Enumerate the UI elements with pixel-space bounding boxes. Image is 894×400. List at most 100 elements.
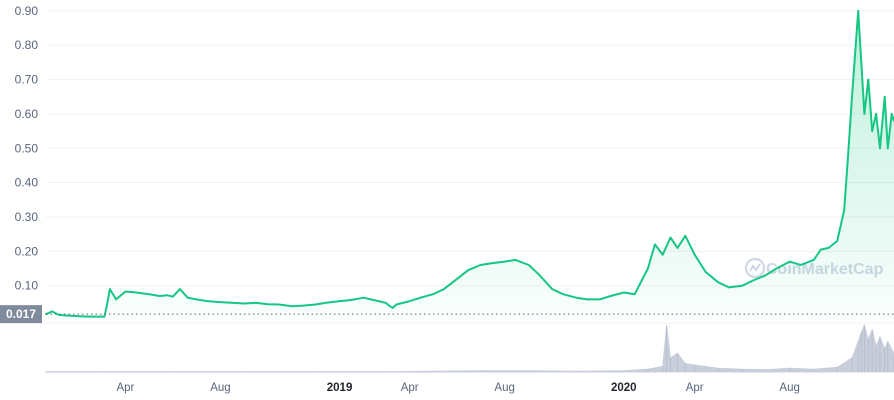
price-point [647, 267, 649, 270]
price-point [314, 303, 317, 306]
price-point [693, 253, 696, 256]
x-tick-label: Aug [779, 382, 799, 394]
y-axis-ticks: 0.10 0.20 0.30 0.40 0.50 0.60 0.70 0.80 0.90 [15, 4, 39, 293]
price-point [609, 295, 612, 297]
price-point [186, 296, 189, 299]
price-point [871, 130, 874, 132]
price-point [147, 293, 150, 296]
y-tick-label: 0.90 [15, 4, 39, 18]
current-price-badge: 0.017 [0, 305, 42, 324]
price-point [369, 298, 372, 301]
price-point [875, 113, 877, 115]
price-point [812, 258, 815, 261]
price-point [886, 147, 889, 150]
price-point [338, 300, 341, 303]
current-price-label: 0.017 [6, 307, 36, 321]
price-point [551, 288, 554, 290]
price-point [78, 315, 81, 318]
price-point [851, 95, 853, 98]
price-point [717, 281, 719, 284]
x-tick-label: 2020 [611, 382, 637, 394]
price-point [277, 303, 280, 306]
y-tick-label: 0.70 [15, 73, 39, 87]
price-area [45, 9, 894, 321]
y-tick-label: 0.30 [15, 210, 39, 224]
price-point [752, 279, 754, 282]
y-tick-label: 0.10 [15, 279, 39, 293]
x-tick-label: 2019 [327, 382, 353, 394]
y-tick-label: 0.60 [15, 107, 39, 121]
price-point [575, 296, 578, 299]
price-point [883, 95, 886, 98]
price-point [362, 296, 365, 299]
volume-area [45, 323, 894, 373]
price-point [219, 301, 222, 304]
price-point [764, 274, 767, 277]
price-point [514, 258, 517, 261]
price-point [775, 267, 778, 270]
watermark-logo-icon [744, 257, 766, 279]
price-point [230, 301, 233, 304]
x-tick-label: Apr [401, 382, 419, 394]
price-point [467, 269, 469, 272]
price-point [115, 298, 117, 301]
price-point [847, 154, 849, 157]
price-point [843, 209, 846, 211]
x-tick-label: Apr [686, 382, 704, 394]
price-point [741, 284, 744, 287]
price-point [108, 288, 111, 290]
price-point [57, 313, 60, 316]
price-point [377, 300, 380, 303]
price-point [443, 288, 445, 290]
price-point [105, 305, 108, 308]
price-point [622, 291, 625, 294]
price-point [867, 78, 870, 81]
price-point [206, 300, 209, 303]
price-point [654, 243, 656, 246]
price-point [65, 314, 68, 317]
y-tick-label: 0.20 [15, 244, 39, 258]
price-point [661, 253, 664, 256]
price-point [836, 240, 839, 242]
price-point [408, 300, 411, 303]
price-point [432, 293, 434, 296]
price-point [538, 274, 541, 277]
price-point [166, 294, 169, 297]
price-point [124, 290, 127, 293]
price-point [51, 310, 54, 313]
price-point [598, 298, 601, 301]
price-point [267, 303, 269, 306]
price-point [479, 264, 482, 266]
x-tick-label: Aug [210, 382, 230, 394]
price-point [562, 293, 564, 296]
price-point [89, 315, 92, 318]
price-point [391, 307, 394, 309]
price-point [349, 299, 352, 301]
price-point [704, 271, 707, 273]
price-point [827, 246, 830, 249]
price-point [863, 113, 866, 115]
price-point [103, 315, 106, 318]
price-point [819, 248, 822, 251]
price-point [384, 301, 387, 304]
price-point [195, 298, 198, 301]
price-point [857, 9, 860, 12]
price-point [527, 264, 530, 266]
x-tick-label: Aug [494, 382, 514, 394]
price-point [254, 301, 257, 304]
price-point [890, 113, 893, 115]
grid-lines [46, 10, 894, 287]
price-point [291, 305, 293, 308]
price-line [45, 9, 894, 318]
price-point [302, 304, 304, 307]
price-point [135, 291, 138, 294]
price-point [243, 302, 246, 305]
price-point [100, 315, 103, 318]
price-point [490, 262, 493, 265]
y-tick-label: 0.80 [15, 38, 39, 52]
volume-bars [45, 323, 894, 373]
price-point [669, 236, 672, 239]
x-axis-ticks: Apr Aug 2019 Apr Aug 2020 Apr Aug [116, 382, 799, 394]
price-point [419, 296, 422, 299]
